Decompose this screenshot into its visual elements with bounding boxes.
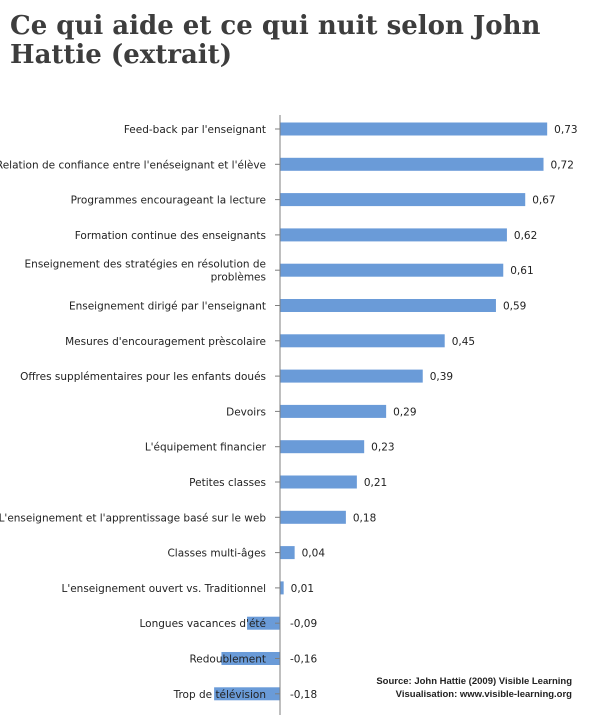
value-label: -0,18: [290, 689, 317, 701]
value-label: -0,09: [290, 618, 317, 630]
category-label: Petites classes: [189, 477, 266, 489]
value-label: 0,21: [364, 477, 387, 489]
bar: [280, 299, 496, 312]
bar: [280, 440, 365, 454]
category-label: Formation continue des enseignants: [75, 230, 266, 242]
category-label: L'enseignement ouvert vs. Traditionnel: [61, 583, 266, 595]
category-label: L'équipement financier: [145, 442, 267, 454]
bar: [280, 193, 526, 207]
value-label: 0,04: [302, 548, 326, 560]
bar: [280, 157, 544, 171]
value-label: 0,67: [532, 195, 555, 207]
source-line: Source: John Hattie (2009) Visible Learn…: [376, 676, 572, 687]
category-label: Enseignement dirigé par l'enseignant: [69, 301, 266, 313]
value-label: 0,23: [371, 442, 394, 454]
category-label: Devoirs: [226, 406, 266, 418]
category-label: Mesures d'encouragement prèscolaire: [65, 336, 266, 348]
category-label: Trop de télévision: [173, 689, 266, 701]
bar: [280, 334, 445, 348]
category-label: Longues vacances d'été: [140, 618, 266, 630]
category-label: Feed-back par l'enseignant: [124, 124, 266, 136]
bar: [280, 369, 423, 383]
category-label: Programmes encourageant la lecture: [71, 195, 266, 207]
value-label: 0,62: [514, 230, 537, 242]
visualisation-line: Visualisation: www.visible-learning.org: [395, 689, 572, 700]
source-note: Source: John Hattie (2009) Visible Learn…: [376, 675, 572, 701]
bar: [280, 228, 507, 242]
value-label: 0,01: [291, 583, 314, 595]
value-label: 0,39: [430, 371, 453, 383]
value-label: -0,16: [290, 654, 317, 666]
value-label: 0,45: [452, 336, 475, 348]
bar: [280, 510, 346, 524]
value-label: 0,73: [554, 124, 577, 136]
category-label: L'enseignement et l'apprentissage basé s…: [0, 512, 266, 524]
value-label: 0,72: [551, 159, 574, 171]
category-label: Classes multi-âges: [167, 548, 266, 560]
category-label: Redoublement: [189, 654, 266, 666]
bar: [280, 546, 295, 560]
bar: [221, 652, 280, 665]
value-label: 0,61: [510, 265, 533, 277]
bar: [247, 616, 280, 630]
bar: [280, 475, 357, 489]
category-label: Enseignement des stratégies en résolutio…: [25, 259, 266, 284]
value-label: 0,29: [393, 406, 416, 418]
bar: [280, 122, 548, 136]
bar: [214, 687, 280, 701]
category-label: Relation de confiance entre l'enéseignan…: [0, 159, 266, 171]
value-label: 0,18: [353, 512, 376, 524]
value-label: 0,59: [503, 301, 526, 313]
chart-title: Ce qui aide et ce qui nuit selon John Ha…: [10, 11, 541, 70]
bar: [280, 581, 284, 595]
bar: [280, 404, 387, 418]
category-label: Offres supplémentaires pour les enfants …: [20, 371, 266, 383]
bar: [280, 263, 504, 277]
